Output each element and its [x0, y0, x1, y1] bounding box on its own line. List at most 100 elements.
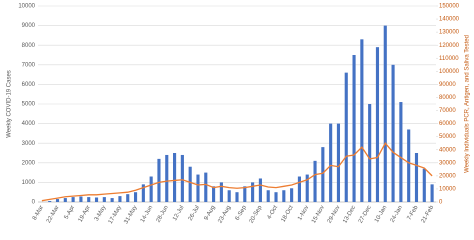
bar [48, 201, 52, 202]
x-tick-label: 17-May [108, 205, 123, 225]
bar [173, 153, 177, 202]
x-tick-label: 27-Dec [358, 205, 373, 225]
bar [235, 192, 239, 202]
y2-axis-title: Weekly Individuals PCR, Antigen, and Sal… [465, 35, 471, 173]
bar [212, 186, 216, 202]
bar [55, 199, 60, 202]
bar [258, 178, 262, 202]
y-tick-label: 10000 [18, 4, 35, 10]
x-tick-label: 4-Oct [267, 205, 280, 221]
bar [352, 55, 356, 202]
x-tick-label: 9-Aug [203, 205, 216, 222]
y2-tick-label: 40000 [439, 147, 456, 153]
bar [71, 197, 75, 202]
x-tick-label: 7-Feb [407, 204, 420, 221]
x-tick-label: 6-Sep [235, 204, 249, 221]
bar [227, 190, 231, 202]
bar [360, 39, 364, 202]
bar [391, 64, 395, 202]
y2-tick-label: 90000 [439, 82, 456, 88]
bar [180, 154, 184, 202]
bar [422, 168, 426, 202]
bar [188, 166, 192, 202]
bar [219, 182, 223, 202]
x-tick-label: 29-Nov [327, 205, 342, 225]
bar [313, 160, 317, 202]
y-tick-label: 5000 [22, 102, 36, 108]
bar [126, 194, 130, 202]
y2-tick-label: 0 [439, 200, 443, 206]
bar [243, 186, 247, 202]
bar [290, 188, 294, 202]
bar [321, 147, 325, 202]
y-tick-label: 9000 [22, 23, 36, 29]
bar [157, 158, 161, 202]
bar [336, 123, 341, 202]
bar [102, 197, 106, 202]
chart: Weekly COVID-19 Cases Weekly Individuals… [7, 4, 471, 226]
x-tick-label: 10-Jan [374, 205, 388, 224]
x-tick-label: 12-Jul [172, 205, 185, 222]
bar [344, 72, 348, 202]
bar [305, 174, 309, 202]
bar [368, 104, 372, 202]
x-tick-label: 5-Apr [64, 205, 77, 221]
bar [282, 190, 286, 202]
x-tick-label: 20-Sep [249, 204, 264, 224]
x-tick-label: 26-Jul [188, 205, 201, 222]
x-tick-label: 15-Nov [311, 205, 326, 225]
bar [251, 182, 255, 202]
x-tick-label: 22-Mar [46, 205, 61, 224]
y2-tick-label: 70000 [439, 108, 456, 114]
bar [87, 197, 91, 202]
x-tick-label: 23-Aug [217, 205, 232, 225]
y2-tick-label: 130000 [439, 30, 460, 36]
bar [414, 153, 419, 202]
y-tick-label: 4000 [22, 121, 36, 127]
line [41, 142, 433, 202]
bar [141, 184, 145, 202]
bar [94, 197, 99, 202]
y2-tick-label: 60000 [439, 121, 456, 127]
y2-tick-label: 80000 [439, 95, 456, 101]
x-tick-label: 19-Apr [78, 205, 92, 224]
x-tick-label: 14-Jun [140, 205, 154, 224]
x-tick-label: 3-May [94, 205, 108, 222]
y-tick-label: 8000 [22, 43, 36, 49]
bar [204, 172, 208, 202]
x-tick-label: 24-Jan [390, 205, 404, 224]
x-tick-label: 31-May [123, 205, 138, 225]
y-tick-label: 1000 [22, 180, 36, 186]
bar [430, 184, 434, 202]
y-tick-label: 3000 [22, 141, 36, 147]
bar [165, 154, 169, 202]
x-tick-label: 1-Nov [297, 205, 310, 222]
y2-tick-label: 140000 [439, 17, 460, 23]
y2-tick-label: 50000 [439, 134, 456, 140]
y2-tick-label: 10000 [439, 187, 456, 193]
bar [63, 198, 67, 202]
bar [79, 196, 83, 202]
bar [110, 198, 114, 202]
bar [399, 102, 403, 202]
y2-tick-label: 110000 [439, 56, 459, 62]
bar [266, 190, 270, 202]
y-axis-title: Weekly COVID-19 Cases [7, 70, 13, 138]
bar [375, 47, 380, 202]
y-tick-label: 0 [32, 200, 36, 206]
bar [383, 25, 387, 202]
y2-tick-label: 120000 [439, 43, 460, 49]
y2-tick-label: 30000 [439, 160, 456, 166]
y-tick-label: 2000 [22, 160, 36, 166]
x-tick-label: 13-Dec [342, 205, 357, 225]
bar [196, 174, 200, 202]
bar [118, 196, 122, 202]
y2-tick-label: 150000 [439, 4, 460, 10]
x-tick-label: 18-Oct [281, 205, 295, 224]
y-tick-label: 7000 [22, 62, 36, 68]
bar [407, 129, 411, 202]
bar [133, 192, 138, 202]
x-tick-label: 8-Mar [32, 205, 45, 222]
x-tick-label: 28-Jun [155, 205, 169, 224]
bar [149, 176, 153, 202]
